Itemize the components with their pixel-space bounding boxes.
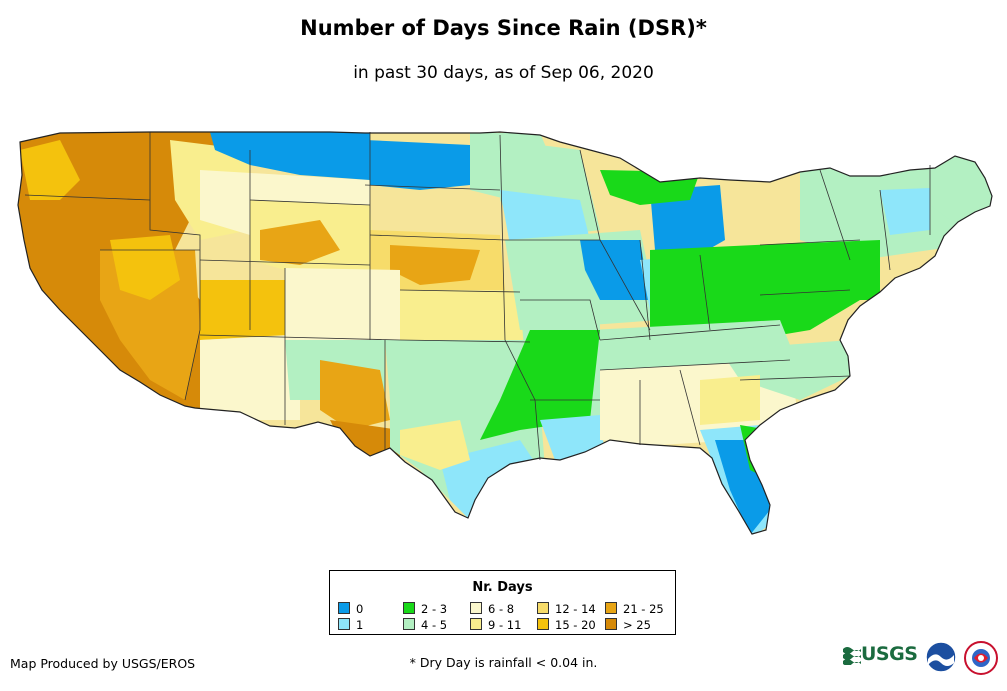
legend-item-8: 21 - 25 [605,602,664,615]
region-oregon-coast [20,140,80,200]
legend-label: > 25 [623,618,651,632]
legend-swatch [403,618,415,630]
map-credit: Map Produced by USGS/EROS [10,656,196,671]
region-ny-pa-green [760,240,880,300]
region-carolinas [720,340,850,400]
region-maine [930,160,990,220]
legend-item-6: 12 - 14 [537,602,596,615]
usgs-wordmark: USGS [861,643,918,665]
legend-swatch [537,602,549,614]
map-subtitle: in past 30 days, as of Sep 06, 2020 [353,63,654,83]
legend-label: 9 - 11 [488,618,522,632]
region-nebraska-dry [390,245,480,285]
region-georgia [700,375,760,425]
legend-item-7: 15 - 20 [537,618,596,631]
region-mn-wet [500,190,590,245]
legend-swatch [338,618,350,630]
region-nd-wet [365,140,470,190]
legend-item-9: > 25 [605,618,651,631]
legend-item-5: 9 - 11 [470,618,521,631]
region-michigan [650,185,725,260]
legend-label: 6 - 8 [488,602,515,616]
region-utah-dry [200,280,285,340]
noaa-logo [925,641,957,673]
state-borders [24,132,931,461]
region-oklahoma [385,340,535,400]
dry-day-footnote: * Dry Day is rainfall < 0.04 in. [409,655,598,670]
legend-title: Nr. Days [472,580,533,595]
legend-label: 21 - 25 [623,602,664,616]
usgs-wave-icon [843,647,861,665]
region-texas-central [400,420,470,470]
region-louisiana [540,415,605,460]
region-nm-dry [320,360,390,430]
legend-label: 2 - 3 [421,602,448,616]
usgs-logo: USGS [843,643,919,667]
legend-item-3: 4 - 5 [403,618,447,631]
legend-label: 15 - 20 [555,618,596,632]
legend-item-2: 2 - 3 [403,602,447,615]
legend-swatch [470,618,482,630]
legend-swatch [537,618,549,630]
legend-label: 1 [356,618,364,632]
region-kansas [400,290,525,340]
legend-item-1: 1 [338,618,363,631]
region-montana-wet [210,132,370,180]
rainfall-shading [18,132,992,534]
region-nevada-patch [110,235,180,300]
region-illinois-wet [580,240,650,300]
legend-box: Nr. Days 0 1 2 - 3 4 - 5 6 - 8 9 - 11 12… [329,570,676,635]
region-wyoming-dry [260,220,340,265]
region-new-england-wet [880,188,930,235]
region-arizona [200,335,300,420]
us-rainfall-map [17,131,993,535]
legend-swatch [338,602,350,614]
legend-label: 0 [356,602,364,616]
legend-label: 12 - 14 [555,602,596,616]
legend-swatch [470,602,482,614]
legend-label: 4 - 5 [421,618,448,632]
legend-item-0: 0 [338,602,363,615]
legend-swatch [605,618,617,630]
legend-item-4: 6 - 8 [470,602,514,615]
region-colorado [285,268,400,340]
legend-swatch [605,602,617,614]
legend-swatch [403,602,415,614]
region-ar-wet [480,330,600,440]
nws-logo [964,641,998,675]
map-title: Number of Days Since Rain (DSR)* [300,16,707,40]
